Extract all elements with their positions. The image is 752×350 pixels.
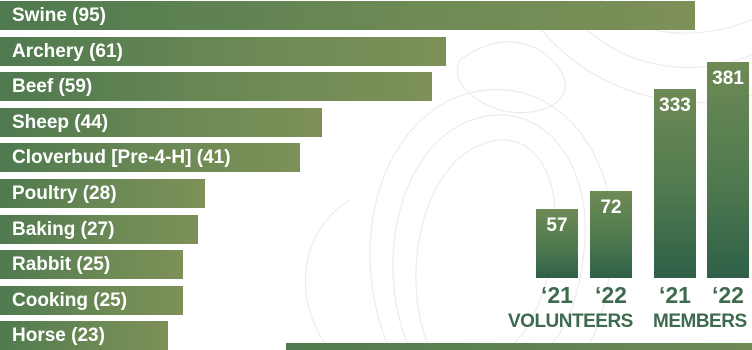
bar-beef: Beef (59) bbox=[0, 72, 432, 102]
bar-label: Cloverbud [Pre-4-H] (41) bbox=[12, 147, 231, 169]
volunteers-2022-label: ‘22 bbox=[595, 282, 627, 308]
bar-baking: Baking (27) bbox=[0, 214, 198, 244]
bar-sheep: Sheep (44) bbox=[0, 107, 322, 137]
volunteers-group-label: VOLUNTEERS bbox=[508, 311, 633, 332]
bar-label: Poultry (28) bbox=[12, 183, 117, 204]
volunteers-2021-label: ‘21 bbox=[541, 282, 573, 308]
bar-label: Baking (27) bbox=[12, 218, 115, 240]
volunteers-bar-2021: 57 bbox=[536, 209, 578, 278]
bar-horse: Horse (23) bbox=[0, 321, 168, 350]
bar-label: Sheep (44) bbox=[12, 111, 109, 133]
members-bar-2022: 381 bbox=[707, 62, 749, 278]
bar-label: Cooking (25) bbox=[12, 289, 128, 311]
volunteers-bar-2022: 72 bbox=[590, 191, 632, 278]
bar-label: Horse (23) bbox=[12, 325, 105, 347]
bar-value-label: 72 bbox=[600, 197, 622, 218]
bar-value-label: 333 bbox=[659, 95, 691, 116]
members-2021-label: ‘21 bbox=[659, 282, 691, 308]
bar-value-label: 57 bbox=[546, 215, 568, 236]
members-group-label: MEMBERS bbox=[653, 311, 747, 332]
members-2022-label: ‘22 bbox=[712, 282, 744, 308]
bottom-accent-bar bbox=[286, 343, 752, 350]
members-bar-2021: 333 bbox=[654, 89, 696, 278]
bar-label: Rabbit (25) bbox=[12, 254, 111, 276]
bar-cloverbud-pre-4-h: Cloverbud [Pre-4-H] (41) bbox=[0, 143, 300, 173]
bar-value-label: 381 bbox=[712, 68, 744, 89]
bar-label: Swine (95) bbox=[12, 5, 106, 26]
bar-swine: Swine (95) bbox=[0, 1, 695, 30]
bar-rabbit: Rabbit (25) bbox=[0, 250, 183, 280]
bar-cooking: Cooking (25) bbox=[0, 285, 183, 315]
bar-label: Archery (61) bbox=[12, 40, 123, 62]
bar-archery: Archery (61) bbox=[0, 36, 446, 66]
bar-label: Beef (59) bbox=[12, 76, 93, 98]
bar-poultry: Poultry (28) bbox=[0, 179, 205, 208]
